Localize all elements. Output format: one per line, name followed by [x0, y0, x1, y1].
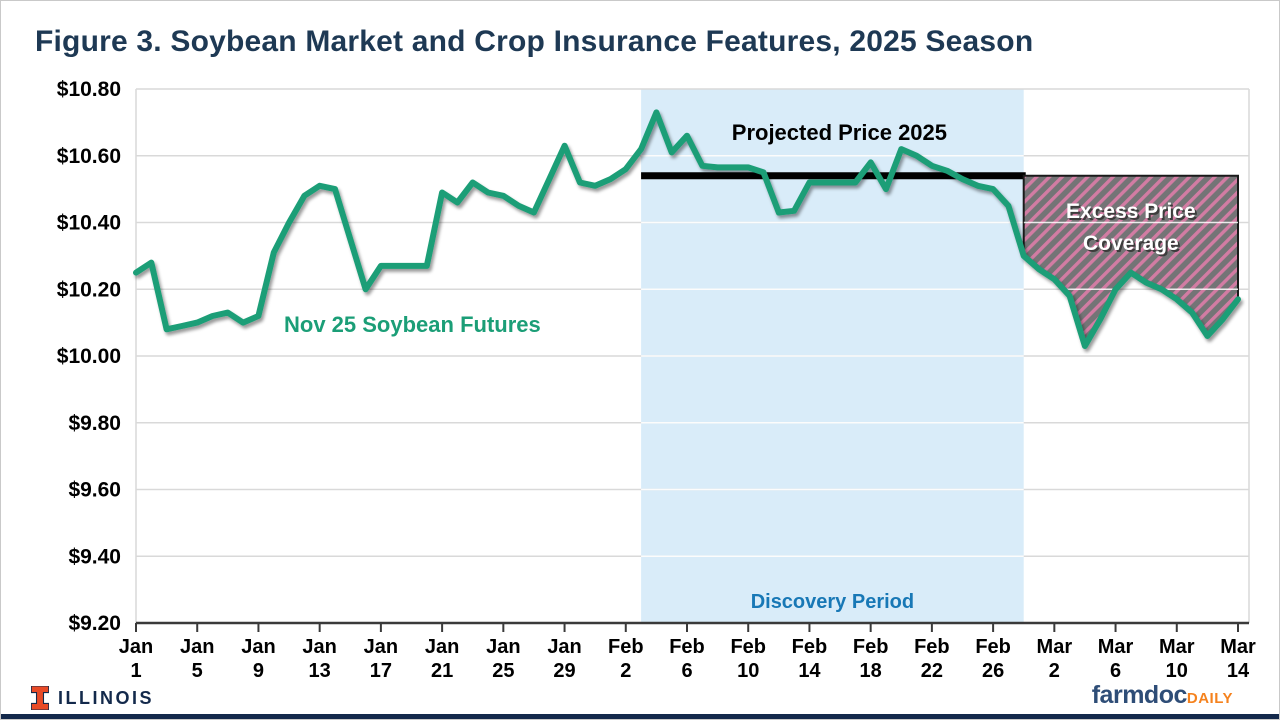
block-i-icon [31, 686, 49, 710]
x-tick-label-day: 2 [1049, 660, 1060, 682]
y-tick-label: $10.20 [57, 278, 121, 301]
y-tick-label: $10.00 [57, 345, 121, 368]
x-tick-label-month: Mar [1220, 636, 1256, 658]
y-tick-label: $10.60 [57, 145, 121, 168]
x-tick-label-month: Jan [425, 636, 459, 658]
x-tick-label-month: Jan [302, 636, 336, 658]
y-tick-label: $10.80 [57, 78, 121, 101]
y-tick-label: $9.60 [68, 479, 121, 502]
x-tick-label-day: 18 [860, 660, 882, 682]
discovery-period-label: Discovery Period [751, 591, 914, 613]
projected-price-label: Projected Price 2025 [732, 120, 947, 145]
x-tick-label-day: 14 [1227, 660, 1250, 682]
x-tick-label-month: Mar [1037, 636, 1073, 658]
x-tick-label-day: 10 [1166, 660, 1188, 682]
x-tick-label-day: 14 [798, 660, 821, 682]
excess-coverage-label: Coverage [1083, 232, 1179, 255]
farmdoc-daily-logo: farmdoc DAILY [1092, 681, 1233, 710]
x-tick-label-month: Feb [669, 636, 705, 658]
x-tick-label-day: 5 [192, 660, 203, 682]
x-tick-label-month: Feb [853, 636, 889, 658]
figure-title: Figure 3. Soybean Market and Crop Insura… [35, 25, 1034, 58]
x-tick-label-day: 9 [253, 660, 264, 682]
x-tick-label-day: 1 [130, 660, 141, 682]
x-tick-label-day: 6 [681, 660, 692, 682]
x-tick-label-month: Feb [914, 636, 950, 658]
x-tick-label-month: Feb [730, 636, 766, 658]
excess-coverage-label-shadow: Coverage [1085, 234, 1181, 257]
x-tick-label-month: Mar [1098, 636, 1134, 658]
x-tick-label-day: 22 [921, 660, 943, 682]
x-tick-label-day: 6 [1110, 660, 1121, 682]
x-tick-label-month: Mar [1159, 636, 1195, 658]
x-tick-label-day: 29 [553, 660, 575, 682]
x-tick-label-month: Jan [119, 636, 153, 658]
y-tick-label: $9.40 [68, 545, 121, 568]
futures-series-label: Nov 25 Soybean Futures [284, 312, 541, 337]
x-tick-label-month: Feb [975, 636, 1011, 658]
x-tick-label-month: Jan [180, 636, 214, 658]
y-tick-label: $10.40 [57, 212, 121, 235]
x-tick-label-month: Jan [486, 636, 520, 658]
x-tick-label-day: 13 [309, 660, 331, 682]
x-tick-label-day: 10 [737, 660, 759, 682]
daily-text: DAILY [1186, 690, 1233, 707]
illinois-logo: ILLINOIS [31, 686, 154, 710]
y-tick-label: $9.80 [68, 412, 121, 435]
x-tick-label-month: Jan [547, 636, 581, 658]
futures-line [133, 109, 1241, 349]
excess-coverage-label: Excess Price [1066, 200, 1196, 223]
excess-coverage-label-shadow: Excess Price [1068, 202, 1198, 225]
bottom-navy-bar [1, 714, 1279, 719]
x-tick-label-month: Jan [241, 636, 275, 658]
farmdoc-text: farmdoc [1091, 681, 1188, 709]
x-tick-label-month: Feb [792, 636, 828, 658]
y-tick-label: $9.20 [68, 612, 121, 635]
x-tick-label-month: Jan [364, 636, 398, 658]
x-tick-label-day: 21 [431, 660, 453, 682]
x-tick-label-day: 25 [492, 660, 514, 682]
x-tick-label-day: 26 [982, 660, 1004, 682]
x-tick-label-day: 17 [370, 660, 392, 682]
x-tick-label-day: 2 [620, 660, 631, 682]
illinois-wordmark: ILLINOIS [58, 687, 154, 708]
x-tick-label-month: Feb [608, 636, 644, 658]
